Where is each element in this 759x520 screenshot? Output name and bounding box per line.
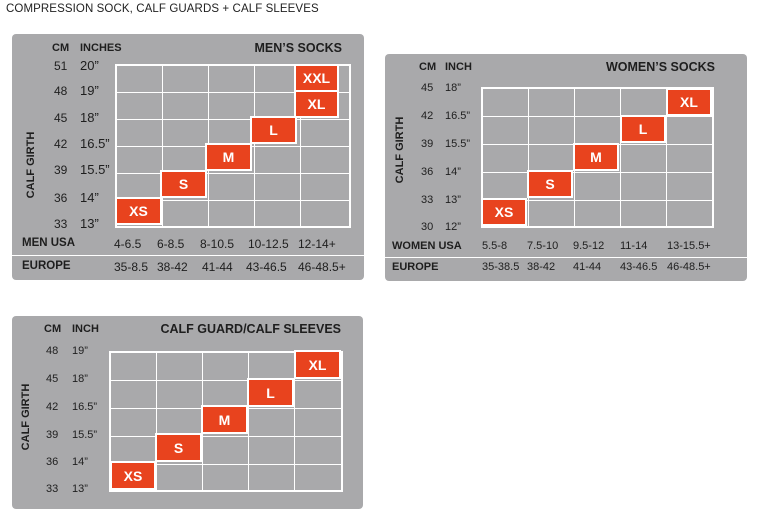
inch-value: 14” [80, 190, 99, 205]
us-size: 6-8.5 [157, 237, 185, 251]
womens-socks-title: WOMEN’S SOCKS [605, 60, 715, 74]
inch-value: 14” [445, 166, 461, 178]
cm-value: 42 [54, 137, 68, 151]
size-m-box: M [205, 143, 252, 171]
women-usa-label: WOMEN USA [392, 240, 462, 252]
size-l-box: L [620, 115, 666, 143]
inch-value: 15.5” [80, 162, 110, 177]
inch-value: 13” [445, 194, 461, 206]
eu-size: 43-46.5 [620, 261, 658, 273]
inch-value: 15.5” [445, 138, 471, 150]
us-size: 13-15.5+ [667, 240, 711, 252]
size-m-box: M [573, 143, 619, 171]
cm-value: 48 [46, 345, 59, 357]
eu-size: 41-44 [202, 260, 233, 274]
us-size: 7.5-10 [527, 240, 559, 252]
cm-value: 33 [46, 483, 59, 495]
inch-value: 14” [72, 456, 88, 468]
row-separator [385, 257, 747, 258]
cm-value: 39 [421, 138, 434, 150]
cm-value: 36 [54, 191, 68, 205]
size-s-box: S [527, 170, 573, 198]
us-size: 4-6.5 [114, 237, 142, 251]
inch-value: 18” [445, 82, 461, 94]
cm-value: 30 [421, 221, 434, 233]
cm-value: 33 [421, 194, 434, 206]
europe-label: EUROPE [22, 260, 71, 272]
size-xxl-box: XXL [294, 64, 339, 92]
cm-header: CM [52, 42, 70, 54]
calf-girth-label: CALF GIRTH [394, 116, 406, 184]
inch-value: 15.5” [72, 429, 98, 441]
inch-value: 18” [80, 110, 99, 125]
size-xl-box: XL [294, 90, 339, 118]
cm-header: CM [419, 61, 437, 73]
eu-size: 46-48.5+ [298, 260, 346, 274]
mens-socks-title: MEN’S SOCKS [254, 41, 342, 55]
inch-value: 18” [72, 373, 88, 385]
calf-guard-panel: CM INCH CALF GUARD/CALF SLEEVES CALF GIR… [12, 316, 363, 509]
inch-value: 20” [80, 58, 99, 73]
inch-value: 16.5” [445, 110, 471, 122]
size-s-box: S [160, 170, 207, 198]
us-size: 5.5-8 [482, 240, 508, 252]
calf-girth-label: CALF GIRTH [25, 131, 37, 199]
size-xs-box: XS [115, 197, 162, 225]
inch-value: 19” [72, 345, 88, 357]
eu-size: 35-8.5 [114, 260, 149, 274]
eu-size: 38-42 [527, 261, 556, 273]
inch-header: INCH [445, 61, 472, 73]
inch-value: 13” [80, 216, 99, 231]
inches-header: INCHES [80, 42, 122, 54]
size-l-box: L [250, 116, 297, 144]
size-xs-box: XS [481, 198, 527, 226]
inch-value: 12” [445, 221, 461, 233]
inch-value: 16.5” [72, 401, 98, 413]
eu-size: 38-42 [157, 260, 188, 274]
cm-value: 39 [46, 429, 59, 441]
size-xl-box: XL [294, 350, 341, 379]
us-size: 10-12.5 [248, 237, 289, 251]
eu-size: 35-38.5 [482, 261, 520, 273]
eu-size: 41-44 [573, 261, 602, 273]
inch-header: INCH [72, 323, 99, 335]
cm-header: CM [44, 323, 62, 335]
size-s-box: S [155, 433, 202, 462]
calf-girth-label: CALF GIRTH [20, 383, 32, 451]
row-separator [12, 255, 364, 256]
size-xs-box: XS [110, 461, 156, 490]
cm-value: 45 [54, 111, 68, 125]
cm-value: 45 [46, 373, 59, 385]
size-xl-box: XL [666, 88, 712, 116]
calf-guard-title: CALF GUARD/CALF SLEEVES [160, 322, 341, 336]
us-size: 11-14 [620, 240, 648, 252]
cm-value: 33 [54, 217, 68, 231]
inch-value: 19” [80, 83, 99, 98]
page-title: COMPRESSION SOCK, CALF GUARDS + CALF SLE… [6, 3, 319, 15]
size-l-box: L [247, 378, 294, 407]
cm-value: 45 [421, 82, 434, 94]
mens-socks-panel: CM INCHES MEN’S SOCKS CALF GIRTH 51 48 4… [12, 34, 364, 280]
cm-value: 42 [421, 110, 434, 122]
us-size: 9.5-12 [573, 240, 605, 252]
size-m-box: M [201, 405, 248, 434]
eu-size: 43-46.5 [246, 260, 287, 274]
cm-value: 36 [421, 166, 434, 178]
cm-value: 39 [54, 163, 68, 177]
cm-value: 51 [54, 59, 68, 73]
womens-socks-panel: CM INCH WOMEN’S SOCKS CALF GIRTH 45 42 3… [385, 54, 747, 281]
inch-value: 13” [72, 483, 88, 495]
inch-value: 16.5” [80, 136, 110, 151]
us-size: 8-10.5 [200, 237, 235, 251]
cm-value: 42 [46, 401, 59, 413]
europe-label: EUROPE [392, 261, 439, 273]
eu-size: 46-48.5+ [667, 261, 711, 273]
cm-value: 48 [54, 84, 68, 98]
cm-value: 36 [46, 456, 59, 468]
men-usa-label: MEN USA [22, 237, 76, 249]
us-size: 12-14+ [298, 237, 336, 251]
